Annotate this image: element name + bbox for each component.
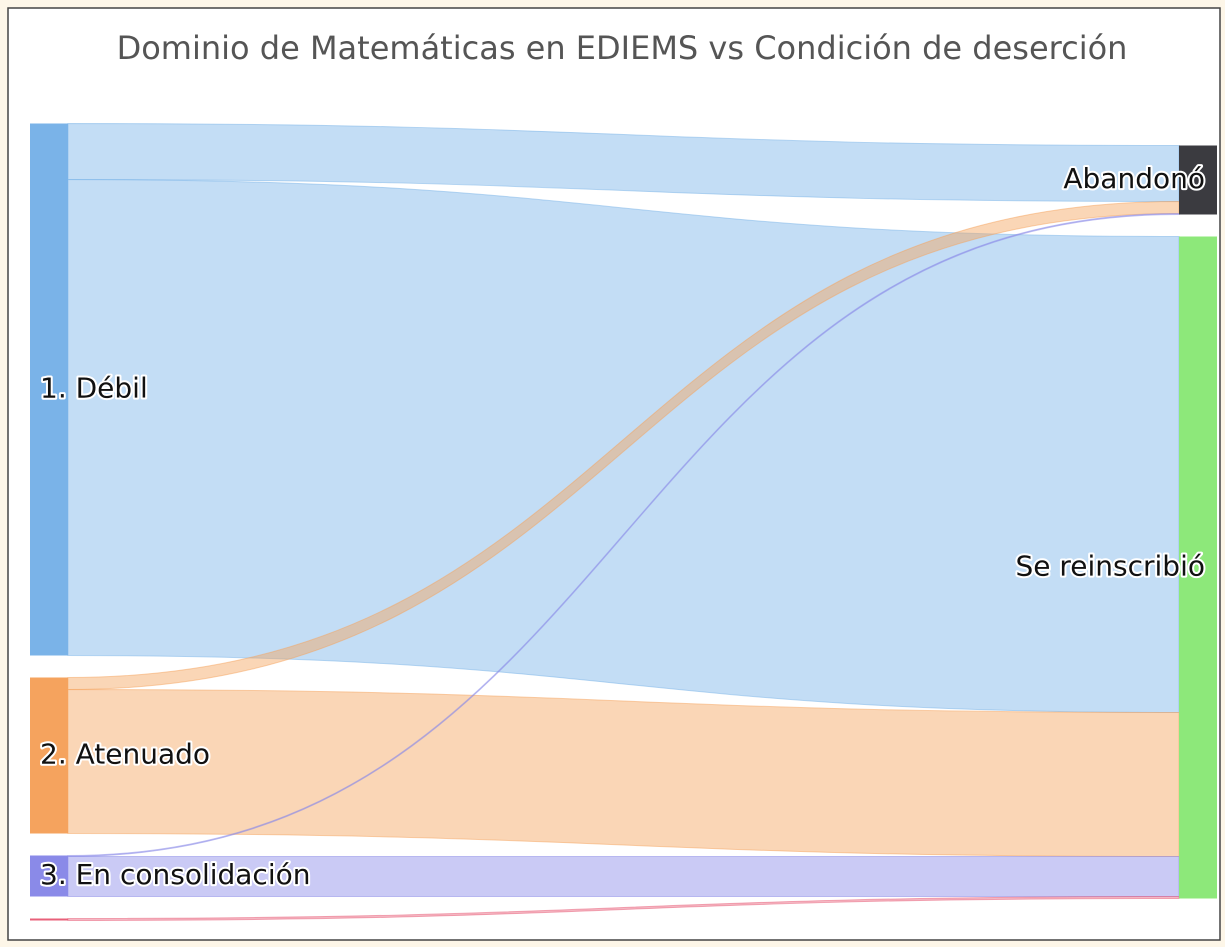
sankey-node <box>30 123 68 656</box>
sankey-node <box>30 918 68 921</box>
chart-title: Dominio de Matemáticas en EDIEMS vs Cond… <box>117 29 1128 67</box>
links <box>67 122 1180 922</box>
node-label: Abandonó <box>1063 162 1205 195</box>
node-label: Se reinscribió <box>1015 550 1205 583</box>
node-label: 2. Atenuado <box>40 738 210 771</box>
sankey-node <box>1179 236 1217 899</box>
sankey-link <box>67 688 1180 858</box>
sankey-node <box>1179 145 1217 215</box>
sankey-node <box>30 855 68 897</box>
sankey-node <box>30 677 68 834</box>
chart-frame <box>7 7 1221 941</box>
node-label: 1. Débil <box>40 372 148 405</box>
node-label: 3. En consolidación <box>40 858 310 891</box>
